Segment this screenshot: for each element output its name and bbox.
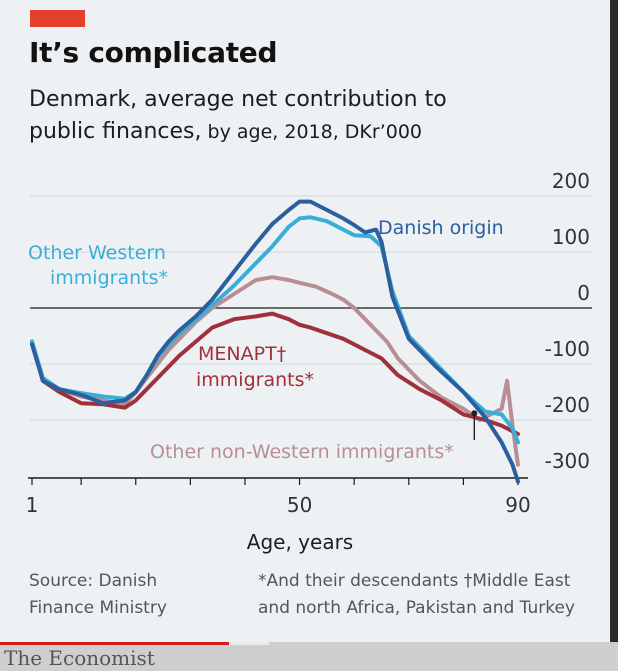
x-tick-label: 1 xyxy=(26,493,39,517)
series-label-danish-origin: Danish origin xyxy=(378,217,504,239)
series-label-other-western: Other Western xyxy=(28,242,166,264)
series-label-other-western: immigrants* xyxy=(50,267,168,289)
source-note: Source: Danish Finance Ministry xyxy=(29,568,167,622)
series-label-other-non-western: Other non-Western immigrants* xyxy=(150,441,454,463)
brand-wordmark: The Economist xyxy=(4,646,155,670)
footnotes: *And their descendants †Middle East and … xyxy=(258,568,575,622)
y-tick-label: -100 xyxy=(545,337,590,361)
subtitle-main: Denmark, average net contribution to pub… xyxy=(29,87,447,144)
video-footer-bar xyxy=(0,642,618,671)
y-tick-label: 200 xyxy=(552,169,590,193)
source-line-2: Finance Ministry xyxy=(29,598,167,618)
series-line xyxy=(30,311,520,436)
x-tick-label: 50 xyxy=(287,493,312,517)
subtitle-rest: by age, 2018, DKr’000 xyxy=(201,121,422,143)
footnote-line-2: and north Africa, Pakistan and Turkey xyxy=(258,598,575,618)
brand-accent-bar xyxy=(30,10,85,27)
video-progress-bar[interactable] xyxy=(0,642,229,645)
series-label-menapt: MENAPT† xyxy=(198,343,286,365)
series-line xyxy=(30,199,520,484)
source-line-1: Source: Danish xyxy=(29,571,158,591)
x-tick-label: 90 xyxy=(505,493,530,517)
video-buffer-bar xyxy=(229,642,269,645)
y-tick-label: -300 xyxy=(545,449,590,473)
right-frame xyxy=(610,0,618,671)
y-tick-label: 100 xyxy=(552,225,590,249)
y-tick-label: -200 xyxy=(545,393,590,417)
chart-title: It’s complicated xyxy=(29,36,278,69)
y-tick-label: 0 xyxy=(577,281,590,305)
chart-subtitle: Denmark, average net contribution to pub… xyxy=(29,84,499,148)
x-axis-label: Age, years xyxy=(247,530,353,554)
footnote-line-1: *And their descendants †Middle East xyxy=(258,571,571,591)
annotation-dot xyxy=(471,410,478,417)
series-label-menapt: immigrants* xyxy=(196,369,314,391)
